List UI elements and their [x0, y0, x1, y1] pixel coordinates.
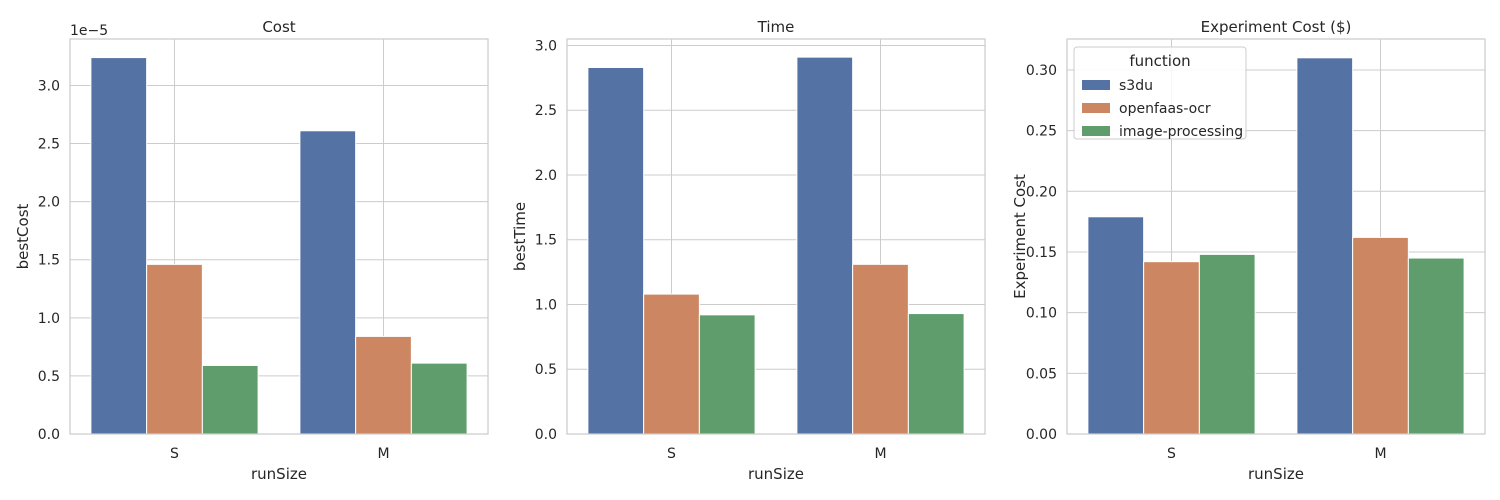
- legend-title: function: [1129, 52, 1190, 70]
- x-tick-label: M: [1374, 446, 1386, 462]
- bar-image-processing-S: [698, 314, 756, 435]
- x-axis-label: runSize: [748, 465, 804, 483]
- bar-openfaas-ocr-S: [643, 293, 700, 435]
- bar-image-processing-S: [1198, 253, 1256, 435]
- y-tick-label: 3.0: [535, 38, 557, 54]
- y-tick-label: 1.5: [535, 233, 557, 249]
- y-tick-label: 0.5: [38, 369, 60, 385]
- y-axis-label: Experiment Cost: [1011, 174, 1029, 299]
- y-tick-label: 1.5: [38, 253, 60, 269]
- x-axis-label: runSize: [1248, 465, 1304, 483]
- y-tick-label: 0.10: [1026, 306, 1057, 322]
- x-tick-label: S: [170, 446, 179, 462]
- bar-s3du-M: [299, 130, 357, 435]
- x-tick-label: S: [667, 446, 676, 462]
- legend-label-openfaas-ocr: openfaas-ocr: [1119, 101, 1211, 117]
- bar-s3du-S: [587, 66, 645, 435]
- plot-frame: [1066, 38, 1486, 435]
- y-tick-label: 2.0: [38, 195, 60, 211]
- y-tick-label: 0.0: [535, 427, 557, 443]
- legend-swatch-s3du: [1082, 80, 1110, 90]
- plot-frame: [69, 38, 489, 435]
- y-tick-label: 1.0: [38, 311, 60, 327]
- bar-openfaas-ocr-S: [1143, 261, 1200, 435]
- y-axis-label: bestTime: [511, 202, 529, 271]
- y-tick-label: 0.5: [535, 362, 557, 378]
- y-tick-label: 0.05: [1026, 366, 1057, 382]
- y-tick-label: 0.0: [38, 427, 60, 443]
- legend-label-image-processing: image-processing: [1119, 124, 1243, 140]
- bar-openfaas-ocr-M: [852, 263, 909, 435]
- legend-swatch-image-processing: [1082, 126, 1110, 136]
- y-tick-label: 0.30: [1026, 63, 1057, 79]
- bar-s3du-S: [1087, 216, 1145, 435]
- legend-box: [1073, 46, 1247, 140]
- y-axis-label: bestCost: [14, 203, 32, 269]
- legend-label-s3du: s3du: [1119, 78, 1153, 94]
- y-tick-label: 2.5: [38, 137, 60, 153]
- y-tick-label: 0.00: [1026, 427, 1057, 443]
- bar-openfaas-ocr-M: [1352, 236, 1409, 435]
- y-tick-label: 2.0: [535, 168, 557, 184]
- y-tick-label: 2.5: [535, 103, 557, 119]
- bar-image-processing-M: [907, 313, 965, 435]
- legend-swatch-openfaas-ocr: [1082, 103, 1110, 113]
- bar-openfaas-ocr-S: [146, 263, 203, 435]
- bar-image-processing-S: [201, 364, 259, 435]
- x-axis-label: runSize: [251, 465, 307, 483]
- bar-s3du-M: [796, 56, 854, 435]
- x-tick-label: M: [874, 446, 886, 462]
- y-tick-label: 3.0: [38, 78, 60, 94]
- y-tick-label: 0.20: [1026, 184, 1057, 200]
- chart-title: Experiment Cost ($): [1201, 18, 1352, 36]
- y-tick-label: 1.0: [535, 297, 557, 313]
- bar-image-processing-M: [1407, 257, 1465, 435]
- legend: function s3du openfaas-ocr image-processing: [1073, 46, 1247, 140]
- x-tick-label: S: [1167, 446, 1176, 462]
- bar-image-processing-M: [410, 362, 468, 435]
- y-tick-label: 0.15: [1026, 245, 1057, 261]
- chart-title: Cost: [262, 18, 295, 36]
- y-offset-text: 1e−5: [70, 23, 108, 39]
- bar-openfaas-ocr-M: [355, 335, 412, 435]
- y-tick-label: 0.25: [1026, 124, 1057, 140]
- chart-title: Time: [757, 18, 795, 36]
- bar-s3du-S: [90, 57, 148, 435]
- plot-frame: [566, 38, 986, 435]
- bar-s3du-M: [1296, 57, 1354, 435]
- x-tick-label: M: [377, 446, 389, 462]
